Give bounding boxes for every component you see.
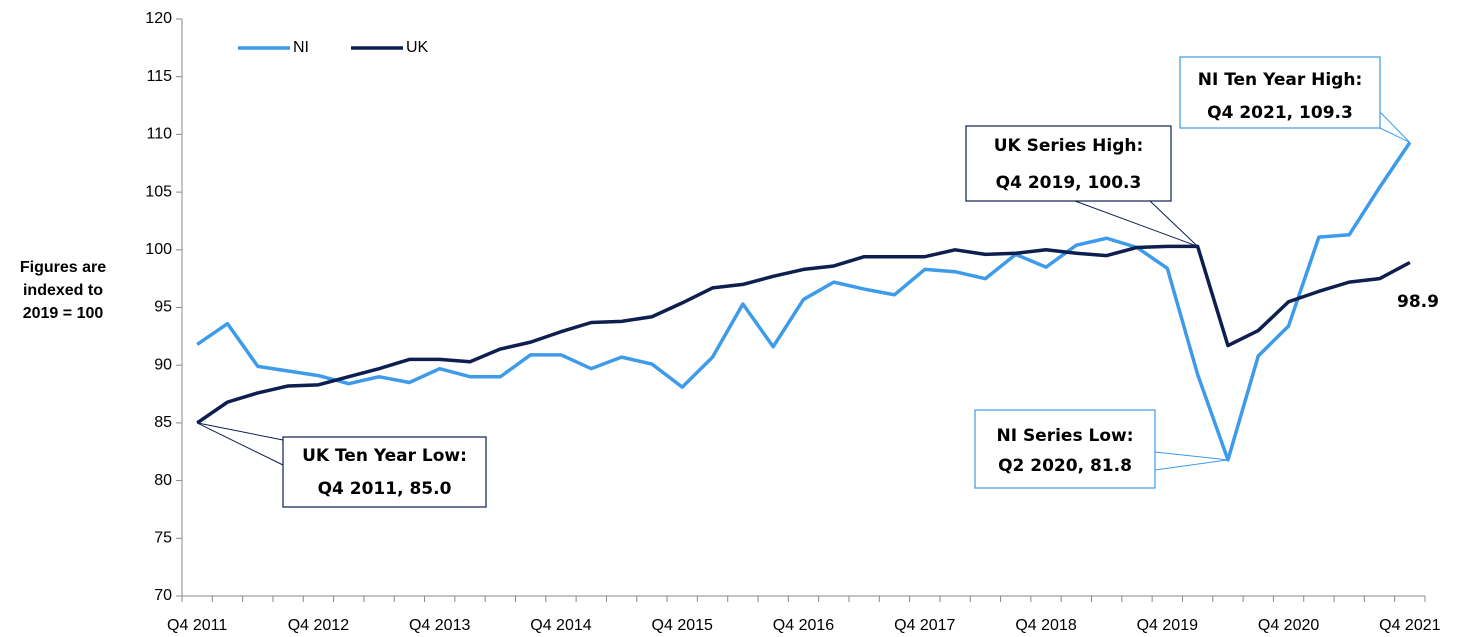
y-tick-label: 115 [146,68,172,85]
annotation-text: NI Series Low: [996,426,1133,446]
x-tick-label: Q4 2013 [409,617,470,634]
y-axis-label: Figures are [20,259,106,276]
callout [196,422,284,466]
annotation-text: UK Ten Year Low: [302,446,467,466]
y-axis-label: 2019 = 100 [23,305,104,322]
y-tick-label: 75 [154,530,172,547]
x-tick-label: Q4 2020 [1258,617,1319,634]
x-tick-label: Q4 2014 [530,617,591,634]
y-tick-label: 80 [154,472,172,489]
x-tick-label: Q4 2015 [652,617,713,634]
line-series [196,141,1412,462]
y-tick-label: 105 [145,183,172,200]
x-tick-label: Q4 2017 [894,617,955,634]
annotation-text: UK Series High: [994,136,1144,156]
y-tick-label: 110 [146,126,172,143]
annotation-text: Q4 2019, 100.3 [996,173,1142,193]
x-tick-label: Q4 2021 [1379,617,1440,634]
legend-label: UK [406,39,429,56]
line-series [196,244,1411,425]
annotation-box [974,409,1156,489]
annotation-text: Q4 2021, 109.3 [1207,103,1353,123]
x-tick-label: Q4 2011 [167,617,227,634]
y-tick-label: 90 [154,356,172,373]
legend-label: NI [293,39,309,56]
callout [1074,200,1198,247]
x-tick-label: Q4 2019 [1137,617,1198,634]
y-tick-label: 70 [154,587,172,604]
callout [1379,111,1411,143]
annotation-text: Q4 2011, 85.0 [318,479,452,499]
annotation-box [965,125,1172,202]
x-tick-label: Q4 2012 [288,617,349,634]
callout [1154,459,1229,471]
y-tick-label: 95 [154,299,172,316]
callout [1379,127,1411,143]
x-tick-label: Q4 2016 [773,617,834,634]
callout [1149,200,1198,247]
y-tick-label: 120 [145,10,172,27]
annotation-text: Q2 2020, 81.8 [998,456,1132,476]
annotation-box [1179,56,1381,129]
annotation-box [282,436,487,508]
data-label: 98.9 [1397,292,1439,312]
callout [197,422,284,441]
annotation-text: NI Ten Year High: [1198,70,1363,90]
x-tick-label: Q4 2018 [1015,617,1076,634]
y-axis-label: indexed to [23,282,103,299]
y-tick-label: 85 [154,414,172,431]
callout [1154,451,1228,461]
y-tick-label: 100 [145,241,172,258]
